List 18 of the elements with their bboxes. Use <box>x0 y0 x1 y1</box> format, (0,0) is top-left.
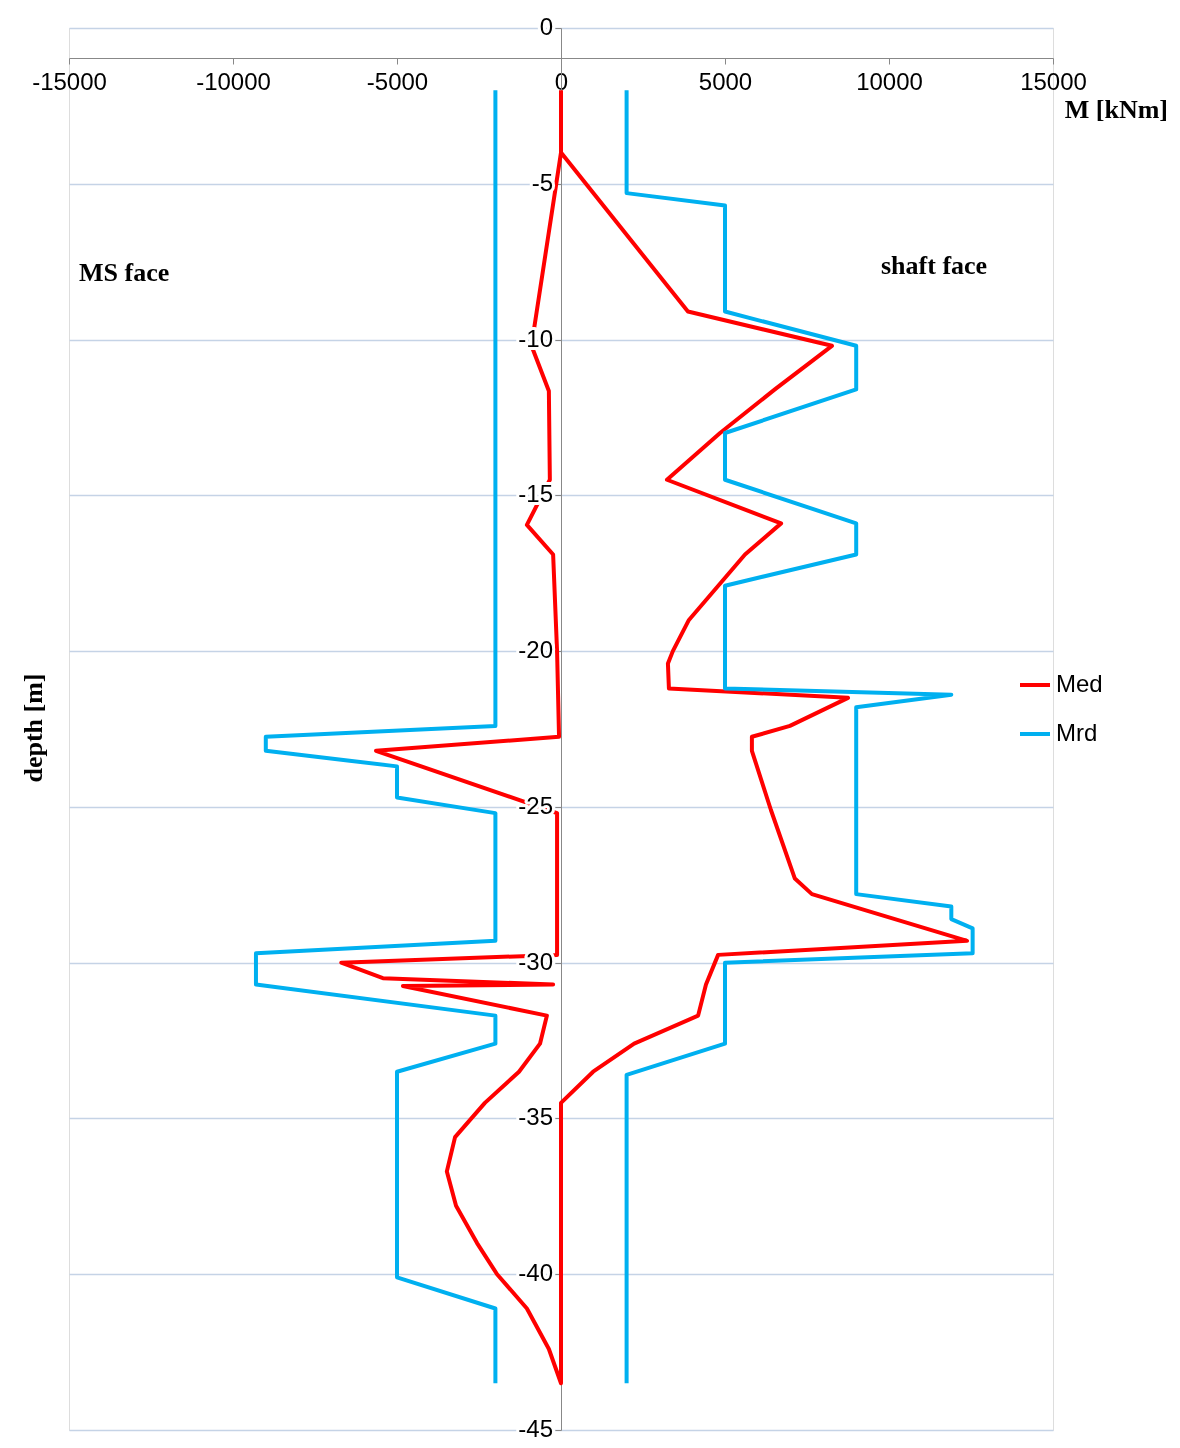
y-tick-label: -35 <box>518 1103 553 1131</box>
x-tick-label: -10000 <box>196 67 271 95</box>
x-tick-label: 5000 <box>698 67 753 95</box>
y-tick-label: -20 <box>518 636 553 664</box>
y-tick-label: -40 <box>518 1259 553 1287</box>
y-axis-title: depth [m] <box>19 673 48 783</box>
x-tick-label: -5000 <box>366 67 429 95</box>
x-axis-title: M [kNm] <box>1064 95 1168 124</box>
y-tick-label: -5 <box>531 168 553 196</box>
annotation: MS face <box>79 258 170 287</box>
x-tick-label: -15000 <box>32 67 107 95</box>
x-tick-label: 10000 <box>856 67 923 95</box>
y-tick-label: -45 <box>518 1415 553 1442</box>
legend-label: Med <box>1056 670 1103 697</box>
legend-label: Mrd <box>1056 719 1098 746</box>
y-tick-label: 0 <box>539 13 553 40</box>
x-tick-label: 15000 <box>1020 67 1087 95</box>
annotation: shaft face <box>881 251 988 280</box>
